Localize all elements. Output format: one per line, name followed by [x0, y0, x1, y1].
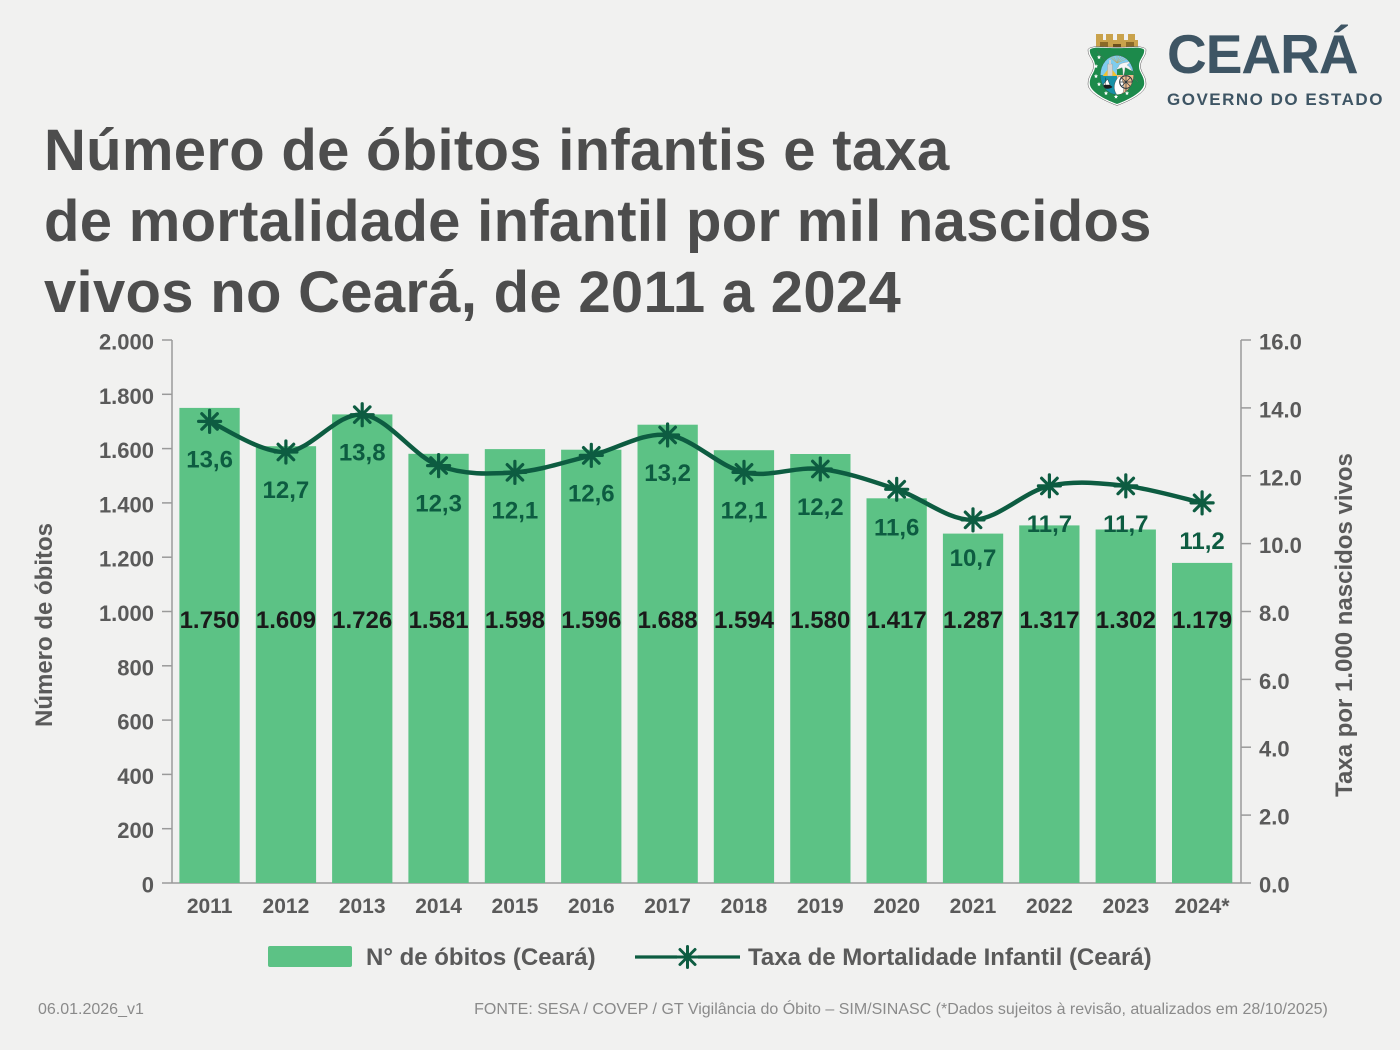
svg-text:1.580: 1.580 [790, 607, 850, 634]
svg-text:1.200: 1.200 [99, 547, 154, 572]
svg-text:1.400: 1.400 [99, 492, 154, 517]
svg-text:2012: 2012 [263, 895, 310, 918]
svg-text:1.317: 1.317 [1019, 607, 1079, 634]
svg-text:400: 400 [117, 764, 154, 789]
svg-text:1.000: 1.000 [99, 601, 154, 626]
svg-text:1.179: 1.179 [1172, 607, 1232, 634]
svg-text:2019: 2019 [797, 895, 844, 918]
svg-text:10,7: 10,7 [950, 545, 997, 572]
svg-text:1.609: 1.609 [256, 607, 316, 634]
svg-text:12,1: 12,1 [721, 497, 768, 524]
svg-text:1.417: 1.417 [867, 607, 927, 634]
svg-text:0.0: 0.0 [1259, 873, 1290, 898]
svg-text:8.0: 8.0 [1259, 601, 1290, 626]
svg-text:2018: 2018 [721, 895, 768, 918]
svg-text:1.600: 1.600 [99, 438, 154, 463]
svg-text:12.0: 12.0 [1259, 465, 1302, 490]
svg-text:2017: 2017 [644, 895, 691, 918]
svg-text:12,7: 12,7 [263, 477, 310, 504]
svg-text:11,7: 11,7 [1103, 511, 1148, 538]
svg-text:0: 0 [142, 873, 154, 898]
svg-text:2024*: 2024* [1175, 895, 1231, 918]
svg-text:13,8: 13,8 [339, 440, 386, 467]
svg-text:2011: 2011 [187, 895, 233, 918]
svg-text:1.598: 1.598 [485, 607, 545, 634]
svg-text:11,7: 11,7 [1027, 511, 1072, 538]
svg-text:10.0: 10.0 [1259, 533, 1302, 558]
svg-text:2.0: 2.0 [1259, 805, 1290, 830]
svg-text:2015: 2015 [492, 895, 539, 918]
svg-text:12,2: 12,2 [797, 494, 844, 521]
svg-text:13,6: 13,6 [186, 446, 233, 473]
svg-text:1.302: 1.302 [1096, 607, 1156, 634]
svg-text:2016: 2016 [568, 895, 615, 918]
svg-text:1.800: 1.800 [99, 384, 154, 409]
svg-text:2021: 2021 [950, 895, 997, 918]
svg-text:2013: 2013 [339, 895, 386, 918]
svg-text:600: 600 [117, 710, 154, 735]
svg-text:12,1: 12,1 [492, 497, 539, 524]
svg-text:2022: 2022 [1026, 895, 1073, 918]
svg-text:1.688: 1.688 [638, 607, 698, 634]
svg-text:2.000: 2.000 [99, 330, 154, 355]
svg-text:12,3: 12,3 [415, 491, 462, 518]
svg-text:4.0: 4.0 [1259, 737, 1290, 762]
svg-text:14.0: 14.0 [1259, 397, 1302, 422]
svg-text:2023: 2023 [1102, 895, 1149, 918]
svg-text:1.581: 1.581 [409, 607, 469, 634]
svg-text:16.0: 16.0 [1259, 330, 1302, 355]
svg-text:200: 200 [117, 818, 154, 843]
svg-text:1.287: 1.287 [943, 607, 1003, 634]
svg-text:2020: 2020 [873, 895, 920, 918]
svg-text:6.0: 6.0 [1259, 669, 1290, 694]
svg-text:1.596: 1.596 [561, 607, 621, 634]
svg-text:1.726: 1.726 [332, 607, 392, 634]
svg-text:1.594: 1.594 [714, 607, 775, 634]
svg-text:13,2: 13,2 [644, 460, 691, 487]
svg-text:12,6: 12,6 [568, 480, 615, 507]
svg-text:800: 800 [117, 655, 154, 680]
svg-text:1.750: 1.750 [180, 607, 240, 634]
svg-text:11,2: 11,2 [1179, 528, 1224, 555]
svg-text:11,6: 11,6 [874, 514, 919, 541]
svg-text:2014: 2014 [415, 895, 462, 918]
